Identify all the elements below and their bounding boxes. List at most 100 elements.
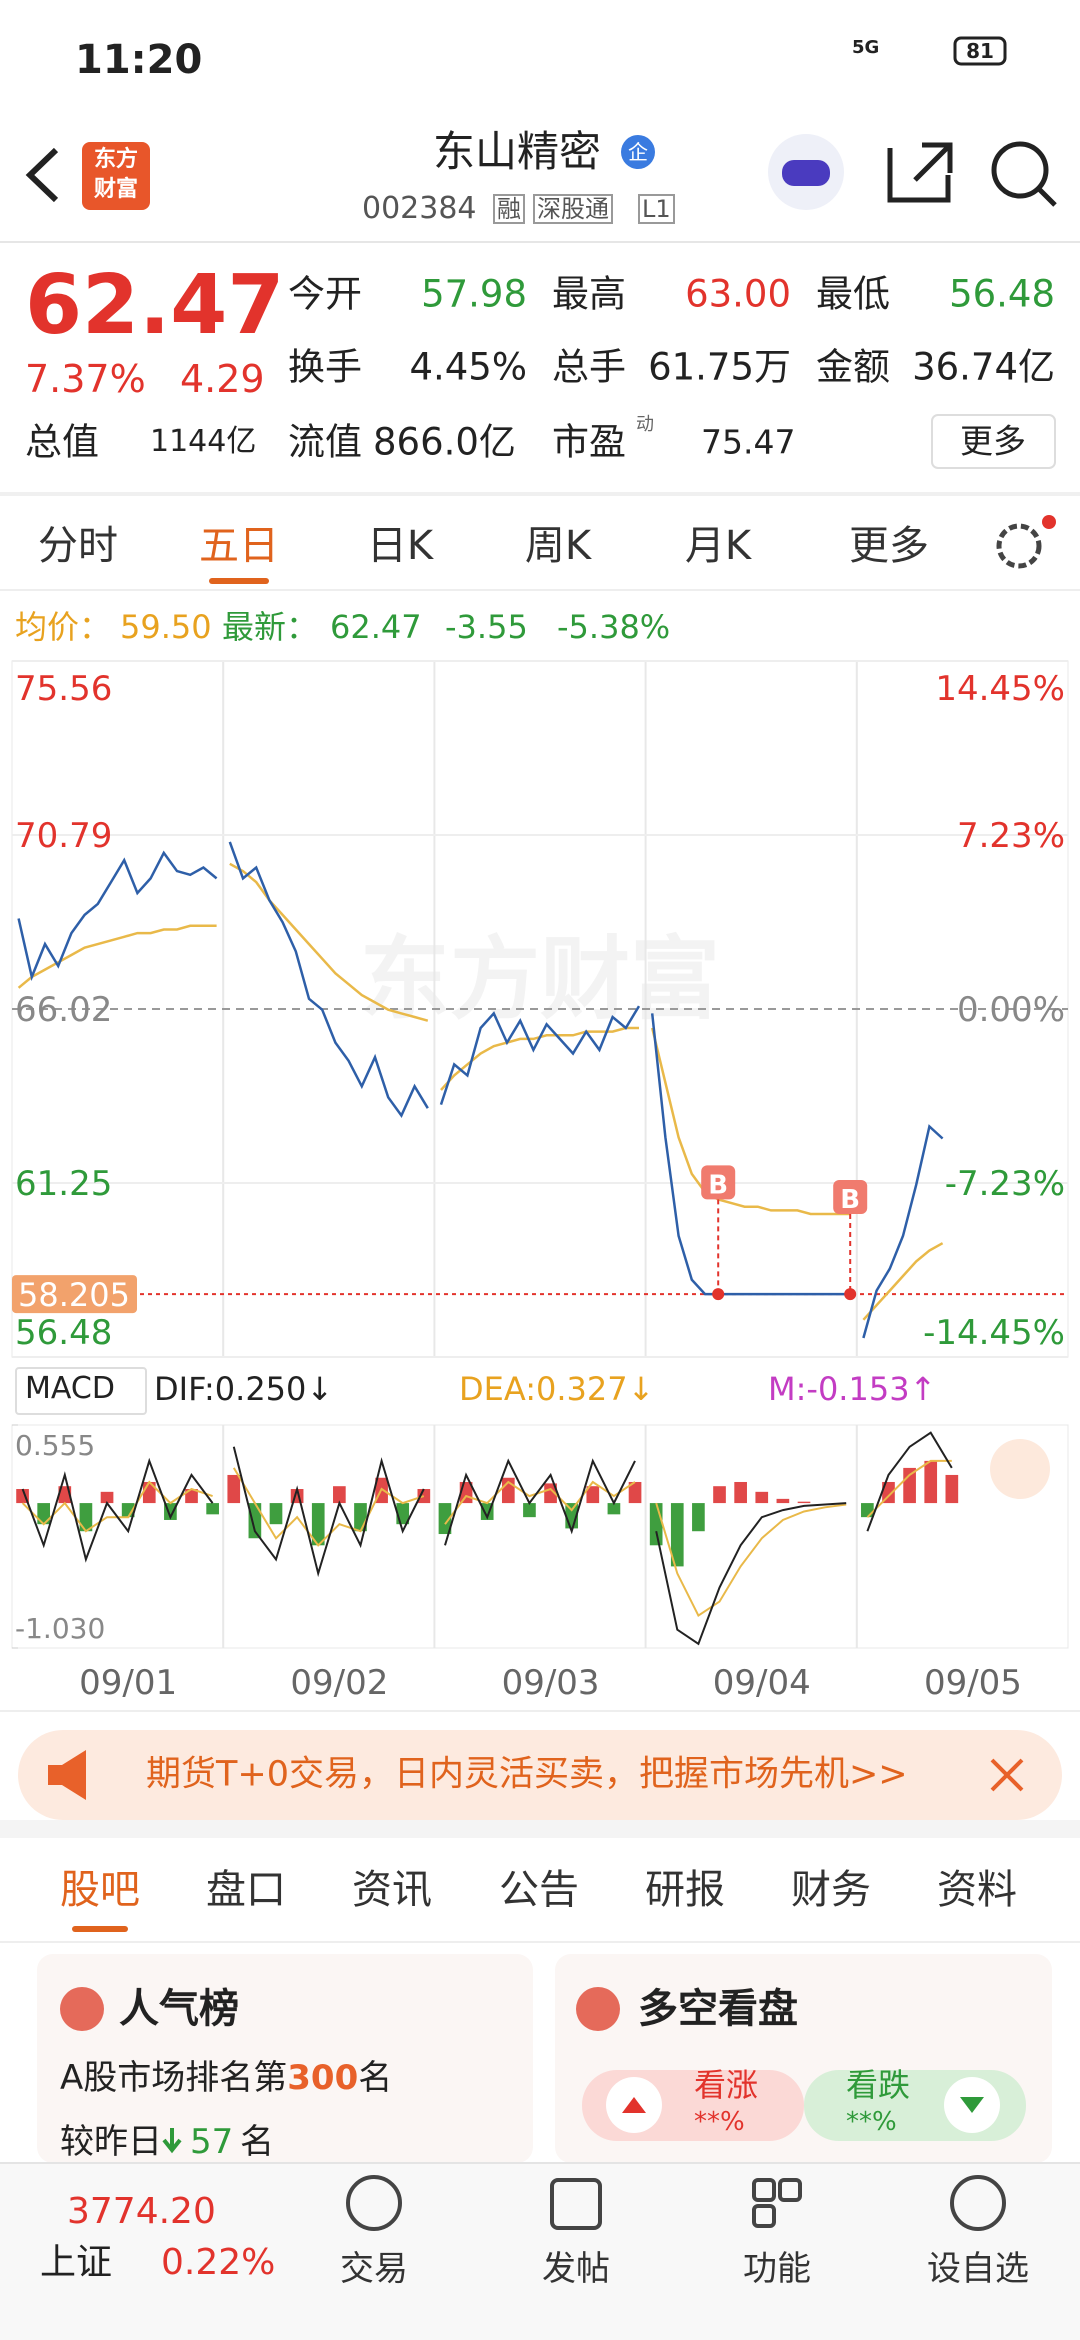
dif-label: DIF:0.250↓ (154, 1370, 334, 1408)
index-name[interactable]: 上证 (40, 2242, 113, 2283)
buy-dot (712, 1288, 725, 1301)
price: 62.47 (25, 258, 285, 353)
bear-pct: **% (846, 2107, 897, 2137)
macd-bar (670, 1503, 684, 1567)
macd-selector-label[interactable]: MACD (25, 1371, 115, 1406)
macd-bar (649, 1503, 663, 1546)
tab[interactable]: 日K (366, 523, 434, 569)
bear-label[interactable]: 看跌 (846, 2066, 911, 2104)
macd-selector[interactable] (15, 1367, 147, 1415)
bull-label[interactable]: 看涨 (694, 2066, 759, 2104)
y-tick-label: 70.79 (15, 816, 112, 856)
macd-bar (79, 1503, 93, 1532)
battery-level: 81 (966, 39, 994, 63)
card[interactable] (37, 1954, 533, 2163)
dea-line (444, 1480, 636, 1525)
stat-value: 4.45% (409, 345, 527, 389)
mark-label: 58.205 (18, 1276, 130, 1314)
settings-icon[interactable] (996, 523, 1042, 569)
macd-tick-label: -1.030 (15, 1612, 105, 1645)
macd-bar (755, 1491, 769, 1504)
tab[interactable]: 周K (524, 523, 592, 569)
assistant-face (782, 160, 830, 186)
index-value[interactable]: 3774.20 (67, 2191, 216, 2232)
section-tab[interactable]: 资料 (937, 1867, 1017, 1913)
battery-icon (953, 36, 1007, 66)
x-tick-label: 09/05 (924, 1663, 1022, 1703)
rank-prefix: A股市场排名第 (60, 2058, 288, 2098)
section-tab[interactable]: 公告 (499, 1867, 579, 1913)
logo-text: 东方 (93, 147, 139, 172)
change: 4.29 (180, 357, 265, 401)
macd-tick-label: 0.555 (15, 1429, 95, 1462)
section-indicator (72, 1926, 128, 1932)
close-icon[interactable] (990, 1758, 1024, 1792)
macd-bar (100, 1491, 114, 1504)
nav-label[interactable]: 发帖 (542, 2249, 610, 2289)
macd-bar (333, 1486, 346, 1504)
share-icon[interactable] (887, 142, 953, 203)
index-change[interactable]: 0.22% (161, 2242, 276, 2283)
section-tab[interactable]: 盘口 (206, 1867, 286, 1913)
stat-value: 57.98 (421, 272, 527, 316)
post-icon[interactable] (550, 2178, 602, 2230)
change-pct: 7.37% (25, 357, 146, 401)
y-tick-label: 61.25 (15, 1164, 112, 1204)
section-tab[interactable]: 研报 (645, 1867, 725, 1913)
more-button-label[interactable]: 更多 (960, 421, 1026, 461)
macd-bar (882, 1481, 895, 1504)
macd-bar (544, 1483, 557, 1504)
nav-label[interactable]: 交易 (340, 2249, 408, 2289)
macd-bar (945, 1474, 959, 1504)
tab[interactable]: 分时 (38, 523, 118, 569)
stat-value: 1144亿 (150, 424, 257, 459)
y2-tick-label: 0.00% (957, 990, 1065, 1030)
vs-icon (576, 1987, 620, 2031)
macd-bar (227, 1474, 241, 1504)
stat-value: 56.48 (949, 272, 1055, 316)
dea-line (866, 1459, 952, 1518)
watchlist-icon[interactable] (950, 2175, 1006, 2231)
nav-label[interactable]: 功能 (743, 2249, 811, 2289)
search-icon[interactable] (991, 141, 1049, 199)
divider (0, 492, 1080, 496)
price-line (228, 841, 429, 1118)
function-icon[interactable] (752, 2178, 776, 2202)
mark-label-bg (12, 1275, 137, 1314)
stat-sup: 动 (636, 414, 654, 435)
back-icon[interactable] (25, 147, 59, 203)
banner[interactable] (18, 1730, 1062, 1820)
tab[interactable]: 五日 (199, 523, 279, 569)
more-button[interactable] (931, 414, 1056, 469)
y2-tick-label: 7.23% (957, 816, 1065, 856)
x-tick-label: 09/02 (290, 1663, 388, 1703)
y2-tick-label: -7.23% (945, 1164, 1065, 1204)
stat-label: 金额 (816, 345, 890, 389)
stat-label: 最高 (552, 272, 626, 316)
trade-icon[interactable] (346, 2175, 402, 2231)
macd-bar (776, 1498, 790, 1504)
nav-label[interactable]: 设自选 (927, 2249, 1029, 2289)
expand-button (990, 1439, 1050, 1499)
macd-bar (713, 1486, 726, 1504)
macd-bar (206, 1503, 219, 1515)
status-time: 11:20 (75, 37, 203, 83)
section-tab[interactable]: 财务 (791, 1867, 871, 1913)
price-line (650, 1013, 851, 1296)
rank: 300 (287, 2058, 359, 2098)
dif-line (655, 1502, 847, 1646)
card-title: 人气榜 (119, 1986, 239, 2032)
banner-text[interactable]: 期货T+0交易，日内灵活买卖，把握市场先机>> (146, 1754, 908, 1795)
x-tick-label: 09/03 (502, 1663, 600, 1703)
tab[interactable]: 月K (684, 523, 752, 569)
price-line (439, 1005, 641, 1105)
section-tab[interactable]: 资讯 (352, 1867, 432, 1913)
macd-bar (734, 1481, 747, 1504)
gap (0, 1820, 1080, 1838)
dif-line (866, 1431, 953, 1532)
stock-name: 东山精密 (432, 127, 602, 176)
y-tick-label: 66.02 (15, 990, 112, 1030)
tab[interactable]: 更多 (849, 523, 929, 569)
logo (82, 142, 150, 210)
section-tab[interactable]: 股吧 (60, 1867, 140, 1913)
